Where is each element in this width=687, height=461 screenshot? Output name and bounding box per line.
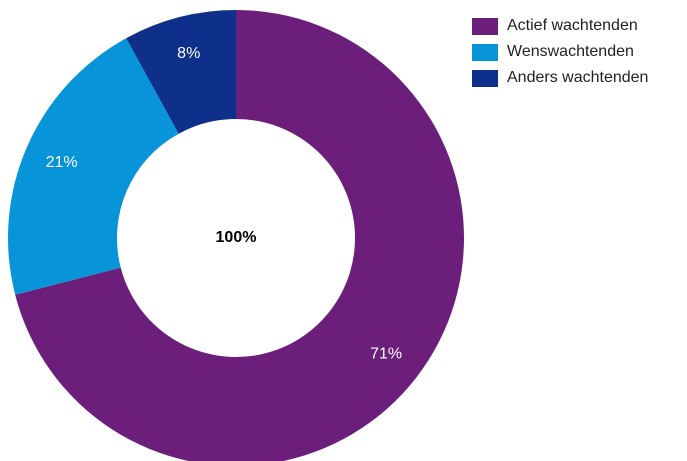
legend-swatch-anders xyxy=(472,69,498,87)
center-total-label: 100% xyxy=(216,229,257,246)
legend: Actief wachtenden Wenswachtenden Anders … xyxy=(472,16,648,94)
legend-label-wens: Wenswachtenden xyxy=(507,43,634,60)
legend-label-anders: Anders wachtenden xyxy=(507,69,649,86)
legend-swatch-wens xyxy=(472,43,498,61)
legend-item-anders: Anders wachtenden xyxy=(472,68,648,88)
legend-item-actief: Actief wachtenden xyxy=(472,16,648,36)
legend-item-wens: Wenswachtenden xyxy=(472,42,648,62)
slices-layer xyxy=(7,10,464,461)
slice-label-actief: 71% xyxy=(370,346,402,363)
slice-labels-layer: 71% 21% 8% xyxy=(46,45,403,362)
legend-swatch-actief xyxy=(472,17,498,35)
slice-anders xyxy=(126,10,236,134)
legend-label-actief: Actief wachtenden xyxy=(507,17,638,34)
slice-label-wens: 21% xyxy=(46,154,78,171)
slice-label-anders: 8% xyxy=(177,45,200,62)
slice-actief xyxy=(15,10,464,461)
slice-wens xyxy=(7,38,179,295)
